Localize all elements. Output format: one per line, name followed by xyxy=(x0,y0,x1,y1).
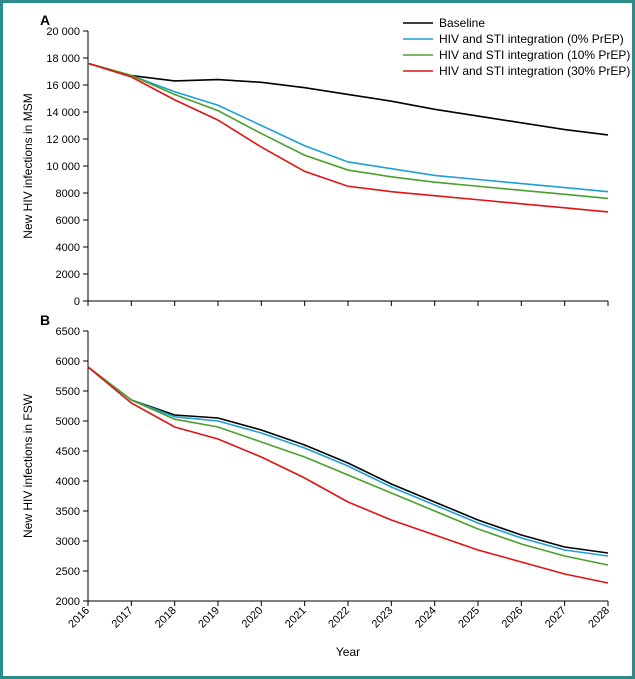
y-tick-label: 2000 xyxy=(56,596,80,608)
y-tick-label: 18 000 xyxy=(46,53,80,65)
series-prep30 xyxy=(88,63,608,212)
series-baseline xyxy=(88,367,608,553)
panel-label: B xyxy=(40,312,50,328)
y-tick-label: 16 000 xyxy=(46,80,80,92)
y-tick-label: 4000 xyxy=(56,242,80,254)
y-tick-label: 2500 xyxy=(56,566,80,578)
legend-label: HIV and STI integration (30% PrEP) xyxy=(439,64,630,78)
y-tick-label: 14 000 xyxy=(46,107,80,119)
x-tick-label: 2017 xyxy=(110,605,136,631)
x-tick-label: 2022 xyxy=(326,605,352,631)
series-prep0 xyxy=(88,367,608,556)
y-tick-label: 4500 xyxy=(56,446,80,458)
series-prep10 xyxy=(88,63,608,198)
x-tick-label: 2024 xyxy=(413,605,439,631)
y-tick-label: 20 000 xyxy=(46,26,80,38)
x-tick-label: 2025 xyxy=(456,605,482,631)
x-tick-label: 2026 xyxy=(500,605,526,631)
x-tick-label: 2021 xyxy=(283,605,309,631)
y-tick-label: 10 000 xyxy=(46,161,80,173)
x-tick-label: 2020 xyxy=(240,605,266,631)
y-tick-label: 5500 xyxy=(56,386,80,398)
y-tick-label: 2000 xyxy=(56,269,80,281)
chart-svg: Baseline HIV and STI integration (0% PrEP… xyxy=(3,3,632,676)
y-tick-label: 4000 xyxy=(56,476,80,488)
x-tick-label: 2023 xyxy=(370,605,396,631)
legend-label: HIV and STI integration (0% PrEP) xyxy=(439,32,624,46)
x-axis-title: Year xyxy=(336,645,360,659)
y-tick-label: 5000 xyxy=(56,416,80,428)
y-tick-label: 0 xyxy=(74,296,80,308)
y-axis-title: New HIV infections in MSM xyxy=(21,93,35,238)
x-tick-label: 2019 xyxy=(196,605,222,631)
x-tick-label: 2016 xyxy=(66,605,92,631)
x-tick-label: 2018 xyxy=(153,605,179,631)
legend-label: HIV and STI integration (10% PrEP) xyxy=(439,48,630,62)
y-tick-label: 6500 xyxy=(56,326,80,338)
y-tick-label: 3500 xyxy=(56,506,80,518)
y-tick-label: 6000 xyxy=(56,215,80,227)
series-prep0 xyxy=(88,63,608,191)
chart-frame: Baseline HIV and STI integration (0% PrEP… xyxy=(0,0,635,679)
y-tick-label: 6000 xyxy=(56,356,80,368)
y-tick-label: 12 000 xyxy=(46,134,80,146)
legend-label: Baseline xyxy=(439,16,485,30)
x-tick-label: 2027 xyxy=(543,605,569,631)
y-tick-label: 8000 xyxy=(56,188,80,200)
y-axis-title: New HIV infections in FSW xyxy=(21,393,35,538)
x-tick-label: 2028 xyxy=(586,605,612,631)
y-tick-label: 3000 xyxy=(56,536,80,548)
